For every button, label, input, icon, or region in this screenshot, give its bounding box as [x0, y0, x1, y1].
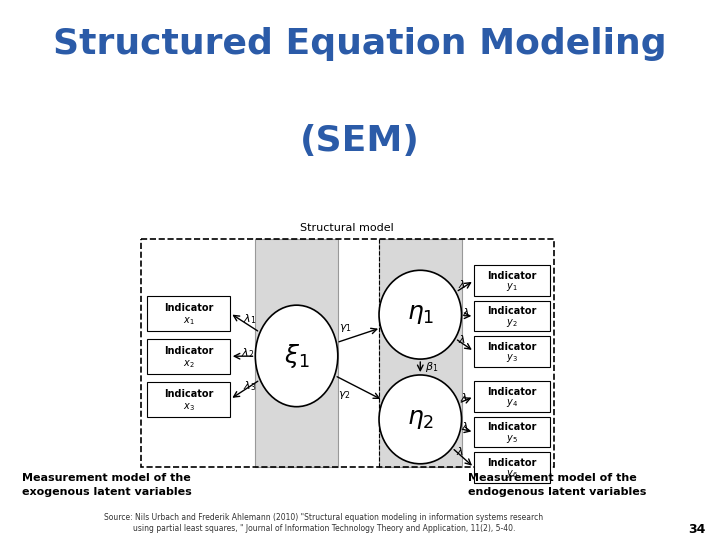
Ellipse shape — [379, 375, 462, 464]
Text: $\gamma_1$: $\gamma_1$ — [339, 322, 352, 334]
Text: $x_2$: $x_2$ — [183, 358, 194, 370]
Text: $\lambda$: $\lambda$ — [458, 333, 466, 345]
Bar — [474, 336, 550, 367]
Text: $\lambda_3$: $\lambda_3$ — [243, 380, 257, 393]
Text: Measurement model of the
exogenous latent variables: Measurement model of the exogenous laten… — [22, 473, 192, 496]
Text: $y_2$: $y_2$ — [506, 316, 518, 329]
Text: Source: Nils Urbach and Frederik Ahlemann (2010) "Structural equation modeling i: Source: Nils Urbach and Frederik Ahleman… — [104, 514, 544, 533]
Text: Indicator: Indicator — [487, 306, 537, 316]
Text: $x_3$: $x_3$ — [183, 401, 194, 413]
Text: $y_5$: $y_5$ — [506, 433, 518, 445]
Text: $y_6$: $y_6$ — [506, 468, 518, 480]
Text: Indicator: Indicator — [487, 458, 537, 468]
Text: $\lambda_2$: $\lambda_2$ — [241, 346, 254, 360]
Text: (SEM): (SEM) — [300, 124, 420, 158]
Text: $y_4$: $y_4$ — [506, 397, 518, 409]
Bar — [148, 296, 230, 330]
Text: $\gamma_2$: $\gamma_2$ — [338, 389, 351, 401]
Text: Indicator: Indicator — [487, 387, 537, 397]
Text: $x_1$: $x_1$ — [183, 315, 194, 327]
Text: Indicator: Indicator — [164, 346, 213, 356]
Bar — [474, 453, 550, 483]
Text: $\lambda$: $\lambda$ — [460, 391, 468, 403]
Text: Indicator: Indicator — [164, 303, 213, 313]
Text: $\lambda$: $\lambda$ — [459, 278, 467, 290]
Text: $\xi_1$: $\xi_1$ — [284, 342, 310, 370]
Text: $\lambda$: $\lambda$ — [462, 420, 469, 432]
Bar — [474, 301, 550, 331]
Text: Indicator: Indicator — [487, 271, 537, 281]
Text: Indicator: Indicator — [487, 342, 537, 352]
Bar — [474, 265, 550, 296]
Bar — [256, 239, 338, 467]
Ellipse shape — [379, 270, 462, 359]
Text: $\lambda_1$: $\lambda_1$ — [243, 313, 257, 327]
Text: 34: 34 — [688, 523, 706, 537]
Text: $\eta_2$: $\eta_2$ — [407, 408, 434, 431]
Text: Indicator: Indicator — [487, 422, 537, 433]
Bar — [474, 381, 550, 412]
Text: $\lambda$: $\lambda$ — [456, 445, 464, 457]
Text: Indicator: Indicator — [164, 389, 213, 399]
Bar — [379, 239, 462, 467]
Text: Structured Equation Modeling: Structured Equation Modeling — [53, 27, 667, 60]
Text: $\lambda$: $\lambda$ — [462, 306, 470, 318]
Bar — [148, 382, 230, 417]
Bar — [148, 339, 230, 374]
Text: $y_3$: $y_3$ — [506, 352, 518, 364]
Text: $y_1$: $y_1$ — [506, 281, 518, 293]
Bar — [474, 417, 550, 447]
Text: Measurement model of the
endogenous latent variables: Measurement model of the endogenous late… — [468, 473, 647, 496]
Text: $\eta_1$: $\eta_1$ — [407, 303, 434, 326]
Text: Structural model: Structural model — [300, 224, 394, 233]
Text: $\beta_1$: $\beta_1$ — [425, 360, 438, 374]
Ellipse shape — [256, 305, 338, 407]
